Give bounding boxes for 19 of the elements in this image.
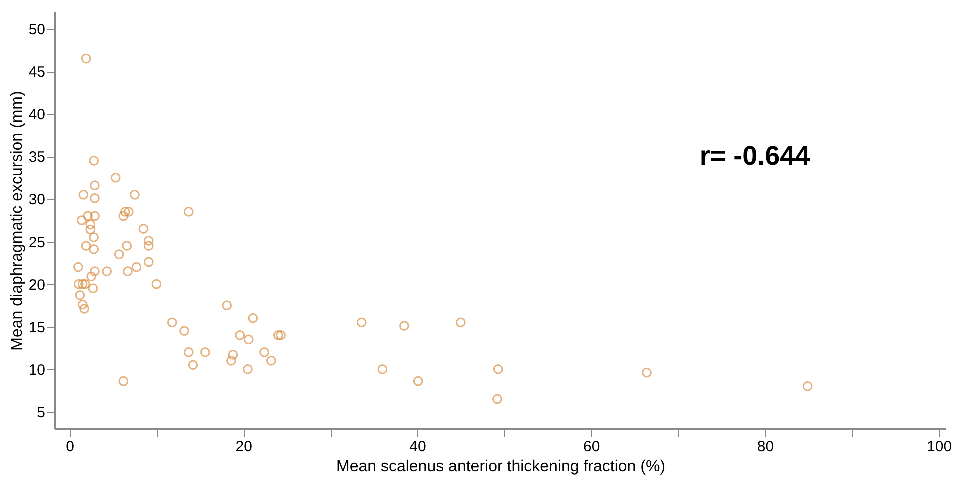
y-tick-label: 10 <box>28 362 46 379</box>
x-axis-title: Mean scalenus anterior thickening fraction (%) <box>336 458 666 476</box>
x-tick-label: 40 <box>410 438 426 456</box>
y-tick-label: 50 <box>28 22 46 39</box>
y-axis-title: Mean diaphragmatic excursion (mm) <box>8 91 26 351</box>
x-tick-label: 80 <box>757 438 774 456</box>
x-tick-label: 100 <box>927 438 952 456</box>
y-tick-label: 15 <box>28 319 46 336</box>
y-tick-label: 45 <box>28 64 46 82</box>
x-tick-label: 20 <box>236 438 252 456</box>
y-tick-label: 25 <box>28 234 46 252</box>
x-tick-label: 60 <box>583 438 600 456</box>
y-tick-label: 20 <box>28 276 46 294</box>
y-tick-label: 5 <box>37 404 46 422</box>
x-tick-label: 0 <box>66 438 74 456</box>
annotation: r= -0.644 <box>700 141 810 171</box>
y-tick-label: 40 <box>28 106 46 124</box>
y-tick-label: 30 <box>28 192 46 209</box>
y-tick-label: 35 <box>28 149 46 166</box>
